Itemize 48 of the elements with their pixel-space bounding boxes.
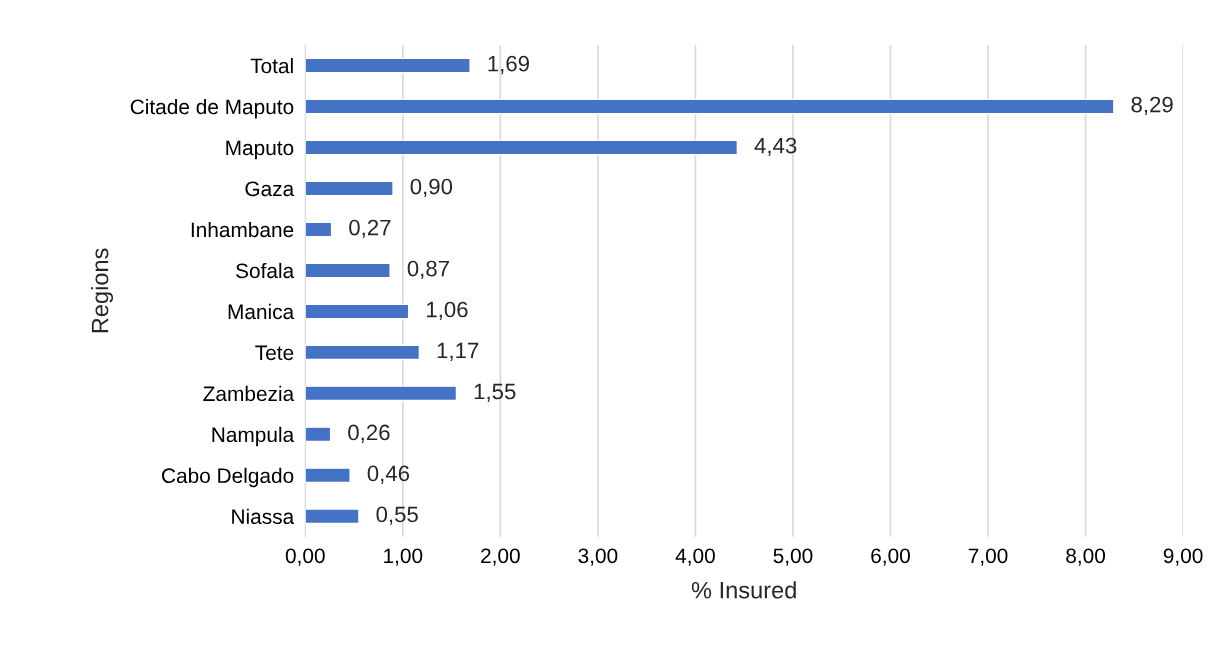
x-tick-label: 6,00 [871, 548, 910, 566]
bar [305, 262, 391, 279]
y-axis-title: Regions [91, 248, 114, 333]
bar [305, 98, 1115, 115]
bar [305, 180, 394, 197]
data-label: 0,90 [410, 178, 453, 198]
bar [305, 303, 410, 320]
y-tick-label: Maputo [226, 140, 294, 160]
bar [305, 344, 421, 361]
data-label: 1,17 [437, 342, 479, 361]
y-tick-label: Niassa [232, 508, 295, 525]
x-tick-label: 2,00 [481, 548, 520, 566]
x-tick-label: 0,00 [285, 548, 325, 566]
data-label: 0,55 [376, 506, 418, 525]
x-tick-label: 4,00 [675, 548, 715, 566]
bar [305, 57, 471, 74]
data-label: 0,46 [367, 465, 410, 484]
data-label: 1,69 [488, 55, 529, 75]
data-label: 8,29 [1131, 96, 1173, 116]
y-tick-label: Manica [228, 303, 295, 320]
data-label: 1,55 [474, 383, 516, 402]
y-tick-label: Cabo Delgado [162, 467, 294, 488]
data-label: 0,27 [349, 219, 391, 239]
x-tick-label: 1,00 [384, 548, 423, 566]
bar [305, 467, 351, 484]
y-tick-label: Nampula [212, 426, 295, 447]
bar [305, 385, 458, 402]
y-tick-label: Citade de Maputo [130, 98, 294, 119]
data-label: 1,06 [427, 301, 468, 320]
x-tick-label: 9,00 [1163, 548, 1203, 566]
y-tick-label: Sofala [236, 262, 295, 279]
x-tick-label: 3,00 [578, 548, 618, 566]
x-tick-label: 8,00 [1066, 548, 1106, 566]
bar [305, 426, 332, 443]
bar [305, 508, 360, 525]
y-tick-label: Total [250, 58, 293, 74]
x-tick-label: 5,00 [773, 548, 813, 566]
bar [305, 139, 739, 156]
y-tick-label: Gaza [245, 181, 295, 197]
y-tick-label: Inhambane [191, 221, 294, 238]
x-tick-label: 7,00 [968, 548, 1008, 566]
bar [305, 221, 333, 238]
y-tick-label: Tete [255, 345, 294, 361]
data-label: 4,43 [754, 137, 797, 157]
y-tick-label: Zambezia [203, 385, 295, 402]
data-label: 0,87 [407, 260, 449, 280]
data-label: 0,26 [348, 424, 390, 443]
x-axis-title: % Insured [691, 581, 796, 599]
